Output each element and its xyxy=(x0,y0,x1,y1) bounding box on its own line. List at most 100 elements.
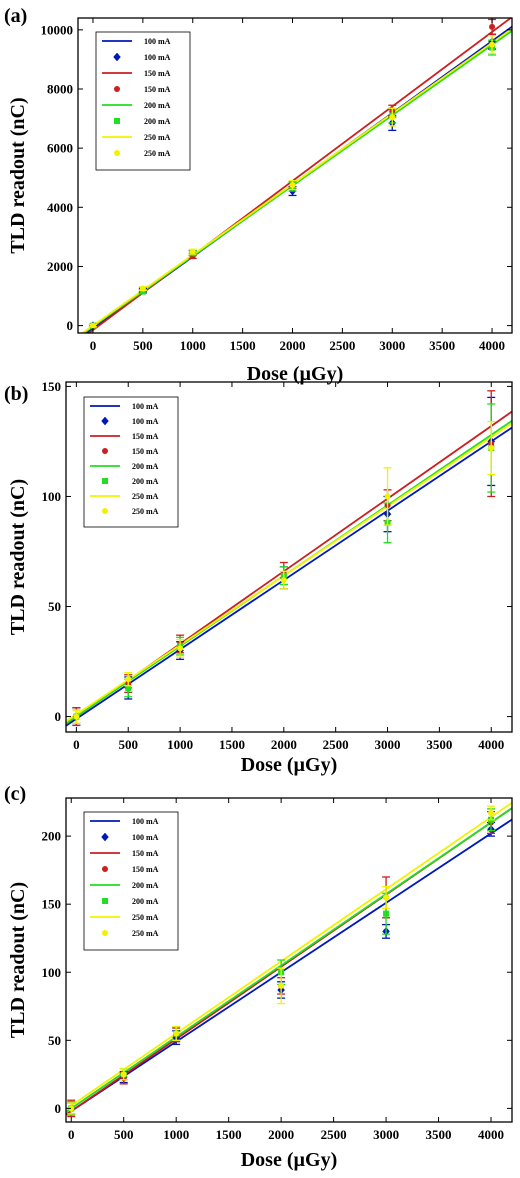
panel-label: (b) xyxy=(4,383,28,405)
y-tick-label: 4000 xyxy=(47,200,73,215)
x-tick-label: 2500 xyxy=(329,338,355,353)
legend-label: 250 mA xyxy=(144,133,171,142)
x-tick-label: 1500 xyxy=(216,1127,242,1142)
legend-box xyxy=(83,811,179,951)
legend-label: 250 mA xyxy=(132,929,159,938)
series-250-mA xyxy=(88,35,497,329)
legend-label: 250 mA xyxy=(132,913,159,922)
x-tick-label: 0 xyxy=(73,737,80,752)
y-tick-label: 8000 xyxy=(47,81,73,96)
x-axis-title: Dose (µGy) xyxy=(247,363,344,385)
x-tick-label: 2500 xyxy=(321,1127,347,1142)
legend-label: 150 mA xyxy=(144,85,171,94)
y-tick-label: 50 xyxy=(48,599,61,614)
x-tick-label: 0 xyxy=(90,338,97,353)
legend-label: 100 mA xyxy=(132,833,159,842)
legend-marker xyxy=(102,508,108,514)
series-250-mA xyxy=(67,805,496,1115)
x-tick-label: 0 xyxy=(68,1127,75,1142)
x-tick-label: 3500 xyxy=(429,338,455,353)
fit-line-150-mA xyxy=(87,18,512,333)
panel-label: (c) xyxy=(4,783,26,805)
legend-marker xyxy=(102,866,108,872)
data-point xyxy=(280,577,287,584)
x-tick-label: 3000 xyxy=(379,338,405,353)
y-tick-label: 6000 xyxy=(47,141,73,156)
axes-frame xyxy=(65,797,513,1123)
legend-label: 200 mA xyxy=(132,462,159,471)
axes-frame xyxy=(65,381,513,733)
legend-label: 100 mA xyxy=(132,417,159,426)
y-axis-title: TLD readout (nC) xyxy=(7,97,29,253)
data-point xyxy=(488,809,495,816)
legend-label: 100 mA xyxy=(132,817,159,826)
x-tick-label: 1000 xyxy=(167,737,193,752)
data-point xyxy=(278,982,285,989)
legend-marker xyxy=(102,930,108,936)
legend-box xyxy=(95,31,191,171)
x-tick-label: 1000 xyxy=(180,338,206,353)
legend-label: 150 mA xyxy=(144,69,171,78)
data-point xyxy=(383,894,390,901)
x-tick-label: 1500 xyxy=(230,338,256,353)
y-tick-label: 150 xyxy=(42,897,62,912)
fit-line-200-mA xyxy=(66,807,512,1113)
x-tick-label: 4000 xyxy=(478,1127,504,1142)
x-axis-title: Dose (µGy) xyxy=(241,1149,338,1171)
plot-area xyxy=(66,390,512,727)
legend-marker xyxy=(101,832,109,842)
legend-marker xyxy=(114,86,120,92)
x-tick-label: 3500 xyxy=(426,1127,452,1142)
legend: 100 mA 100 mA 150 mA 150 mA 200 mA 200 mA 250 … xyxy=(83,811,179,951)
legend-label: 250 mA xyxy=(132,507,159,516)
data-point xyxy=(489,23,496,30)
x-tick-label: 2000 xyxy=(271,737,297,752)
x-tick-label: 1500 xyxy=(219,737,245,752)
data-point xyxy=(189,248,196,255)
legend-marker xyxy=(101,416,109,426)
axes-frame xyxy=(77,17,513,334)
legend-label: 150 mA xyxy=(132,432,159,441)
data-point xyxy=(125,676,132,683)
panel-label: (a) xyxy=(4,5,27,27)
legend-label: 250 mA xyxy=(132,492,159,501)
y-tick-label: 200 xyxy=(42,829,62,844)
x-tick-label: 500 xyxy=(114,1127,134,1142)
series-250-mA xyxy=(72,420,496,724)
legend-label: 200 mA xyxy=(132,897,159,906)
legend-label: 250 mA xyxy=(144,149,171,158)
legend-marker xyxy=(102,898,108,904)
legend-label: 100 mA xyxy=(132,402,159,411)
plot-area xyxy=(80,18,512,333)
data-point xyxy=(489,41,496,48)
x-tick-label: 4000 xyxy=(479,338,505,353)
data-point xyxy=(89,322,96,329)
legend-label: 150 mA xyxy=(132,447,159,456)
data-point xyxy=(73,713,80,720)
y-tick-label: 10000 xyxy=(41,22,74,37)
x-tick-label: 3000 xyxy=(373,1127,399,1142)
y-axis-title: TLD readout (nC) xyxy=(7,882,29,1038)
legend-label: 200 mA xyxy=(144,101,171,110)
data-point xyxy=(177,645,184,652)
fit-line-100-mA xyxy=(66,818,512,1116)
y-tick-label: 0 xyxy=(55,709,62,724)
y-tick-label: 50 xyxy=(48,1033,61,1048)
data-point xyxy=(383,910,390,917)
legend-label: 200 mA xyxy=(144,117,171,126)
legend: 100 mA 100 mA 150 mA 150 mA 200 mA 200 mA 250 … xyxy=(95,31,191,171)
data-point xyxy=(488,445,495,452)
legend-label: 200 mA xyxy=(132,881,159,890)
data-point xyxy=(389,114,396,121)
y-tick-label: 0 xyxy=(55,1101,62,1116)
data-point xyxy=(139,285,146,292)
legend-label: 150 mA xyxy=(132,865,159,874)
legend-marker xyxy=(102,448,108,454)
plot-area xyxy=(66,801,512,1118)
x-tick-label: 4000 xyxy=(478,737,504,752)
data-point xyxy=(289,182,296,189)
legend-marker xyxy=(102,478,108,484)
legend-label: 100 mA xyxy=(144,37,171,46)
legend: 100 mA 100 mA 150 mA 150 mA 200 mA 200 mA 250 … xyxy=(83,396,179,528)
